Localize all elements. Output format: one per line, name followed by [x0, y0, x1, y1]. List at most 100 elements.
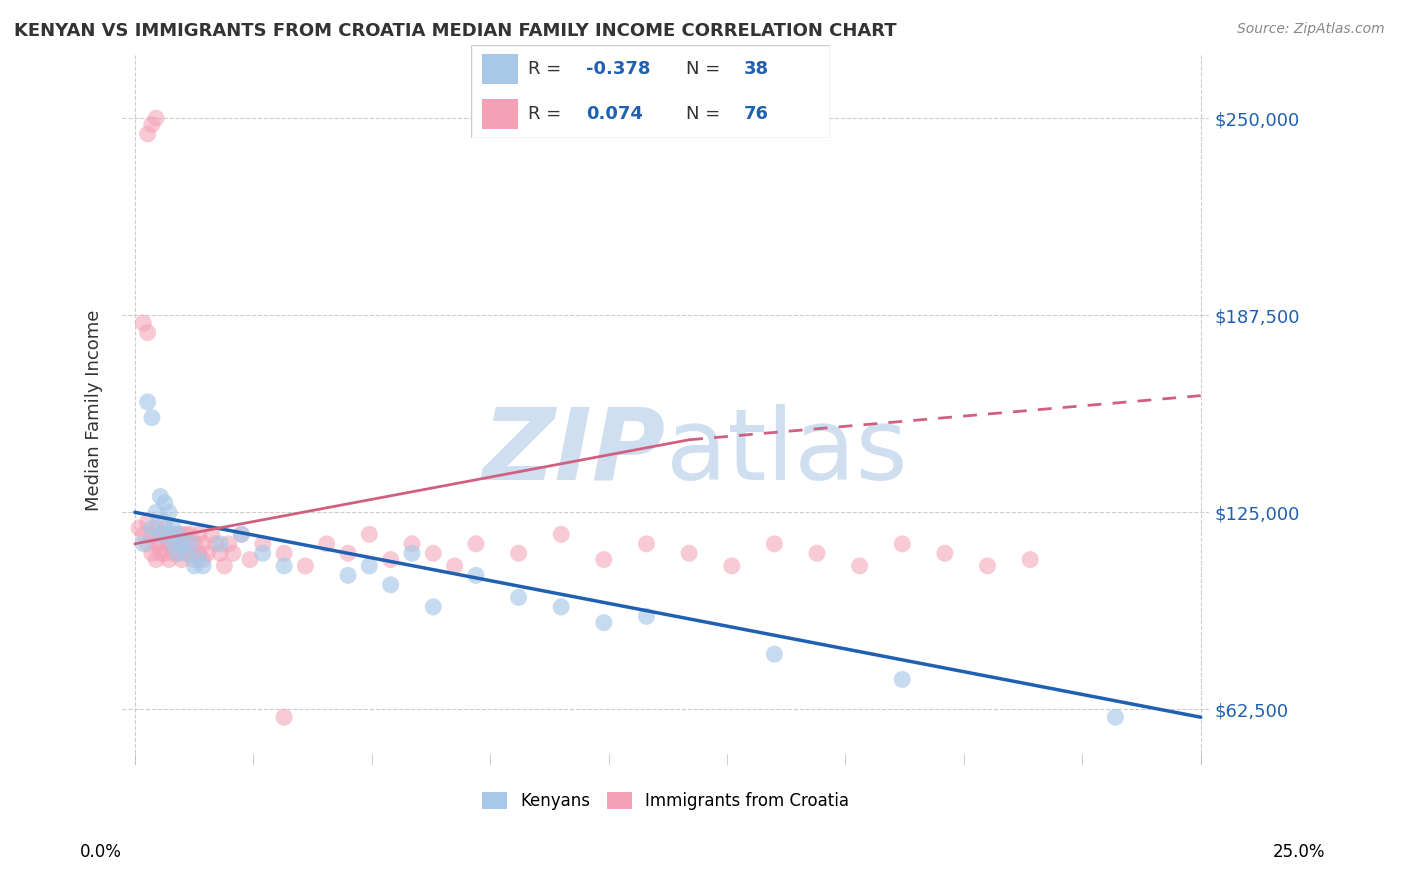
- Point: [191, 537, 214, 551]
- Point: [1104, 710, 1126, 724]
- Point: [162, 521, 184, 535]
- Point: [141, 527, 163, 541]
- Point: [380, 552, 402, 566]
- Point: [187, 527, 209, 541]
- Text: 0.074: 0.074: [586, 105, 643, 123]
- Text: 76: 76: [744, 105, 769, 123]
- Point: [359, 527, 381, 541]
- Point: [380, 578, 402, 592]
- Point: [891, 537, 914, 551]
- Point: [550, 527, 572, 541]
- Point: [273, 710, 295, 724]
- Point: [508, 591, 530, 605]
- Point: [145, 112, 167, 126]
- Point: [149, 537, 172, 551]
- Point: [157, 527, 180, 541]
- Point: [187, 546, 209, 560]
- Point: [636, 609, 658, 624]
- Point: [231, 527, 253, 541]
- Point: [200, 527, 222, 541]
- Text: R =: R =: [529, 105, 568, 123]
- Point: [157, 552, 180, 566]
- Point: [149, 546, 172, 560]
- Point: [149, 527, 172, 541]
- Point: [443, 558, 465, 573]
- Point: [187, 552, 209, 566]
- Point: [153, 496, 176, 510]
- Text: N =: N =: [686, 105, 725, 123]
- Point: [252, 546, 274, 560]
- FancyBboxPatch shape: [482, 99, 517, 129]
- Point: [157, 527, 180, 541]
- Point: [464, 568, 486, 582]
- Text: N =: N =: [686, 60, 725, 78]
- FancyBboxPatch shape: [471, 45, 830, 138]
- Point: [179, 527, 201, 541]
- Point: [136, 395, 159, 409]
- Point: [166, 527, 188, 541]
- Point: [422, 599, 444, 614]
- Point: [636, 537, 658, 551]
- Point: [401, 546, 423, 560]
- Point: [678, 546, 700, 560]
- Point: [401, 537, 423, 551]
- Point: [149, 527, 172, 541]
- Point: [592, 552, 614, 566]
- Point: [132, 316, 155, 330]
- Point: [141, 546, 163, 560]
- Point: [145, 521, 167, 535]
- Point: [273, 558, 295, 573]
- Point: [222, 546, 245, 560]
- Point: [337, 568, 360, 582]
- Text: atlas: atlas: [665, 404, 907, 501]
- Point: [422, 546, 444, 560]
- Point: [337, 546, 360, 560]
- Text: ZIP: ZIP: [482, 404, 665, 501]
- Point: [231, 527, 253, 541]
- Point: [153, 521, 176, 535]
- Point: [162, 537, 184, 551]
- Point: [132, 527, 155, 541]
- Point: [166, 546, 188, 560]
- Point: [179, 546, 201, 560]
- Y-axis label: Median Family Income: Median Family Income: [86, 310, 103, 510]
- Point: [136, 537, 159, 551]
- Point: [214, 558, 236, 573]
- Point: [162, 527, 184, 541]
- Point: [976, 558, 998, 573]
- Point: [179, 537, 201, 551]
- Point: [162, 537, 184, 551]
- Point: [806, 546, 828, 560]
- Point: [153, 527, 176, 541]
- Point: [191, 552, 214, 566]
- Point: [294, 558, 316, 573]
- Point: [141, 410, 163, 425]
- Point: [1019, 552, 1042, 566]
- Point: [252, 537, 274, 551]
- Text: 0.0%: 0.0%: [80, 843, 122, 861]
- Point: [136, 515, 159, 529]
- Point: [273, 546, 295, 560]
- Text: 38: 38: [744, 60, 769, 78]
- Point: [157, 537, 180, 551]
- Point: [934, 546, 956, 560]
- Text: 25.0%: 25.0%: [1272, 843, 1326, 861]
- Point: [464, 537, 486, 551]
- Point: [153, 546, 176, 560]
- Point: [218, 537, 240, 551]
- Point: [191, 558, 214, 573]
- Point: [195, 546, 218, 560]
- Point: [166, 546, 188, 560]
- Point: [157, 505, 180, 519]
- Point: [145, 552, 167, 566]
- Point: [145, 505, 167, 519]
- Point: [128, 521, 150, 535]
- Point: [141, 118, 163, 132]
- Point: [239, 552, 262, 566]
- Point: [149, 490, 172, 504]
- Text: -0.378: -0.378: [586, 60, 650, 78]
- Point: [592, 615, 614, 630]
- Point: [174, 546, 197, 560]
- Point: [174, 527, 197, 541]
- Point: [209, 546, 232, 560]
